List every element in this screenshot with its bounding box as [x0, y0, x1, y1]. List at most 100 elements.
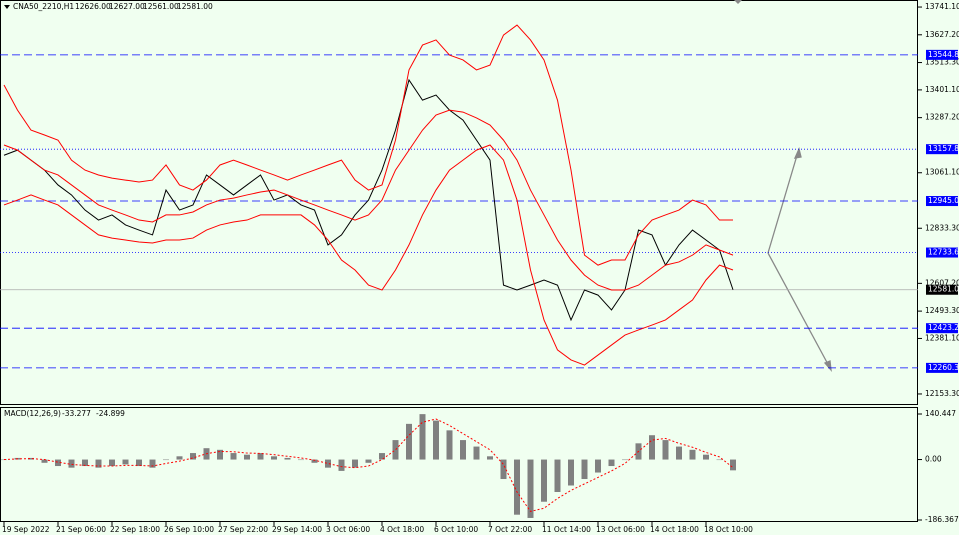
shift-marker	[734, 0, 742, 4]
macd-bar	[676, 446, 682, 460]
macd-bar	[419, 414, 426, 460]
macd-bar	[55, 459, 61, 467]
macd-bar	[541, 459, 547, 502]
macd-bar	[149, 459, 156, 468]
macd-bar	[527, 459, 534, 518]
macd-bar	[28, 457, 34, 460]
macd-bar	[365, 459, 372, 463]
macd-title: MACD(12,26,9)	[4, 409, 61, 418]
price-line	[3, 78, 734, 322]
macd-bar	[554, 459, 561, 492]
x-tick-label: 22 Sep 18:00	[110, 525, 160, 534]
price-level-label: 13157.84	[928, 144, 959, 153]
macd-value: -33.277	[62, 409, 91, 418]
main-frame	[0, 0, 918, 405]
price-level-box	[926, 49, 958, 60]
price-level-label: 12733.68	[928, 248, 959, 257]
ohlc-value: 12561.00	[143, 2, 179, 11]
y-tick-label: 13287.20	[925, 113, 959, 122]
macd-bar	[514, 459, 520, 515]
y-tick-label: 13741.10	[925, 2, 959, 11]
bollinger-band	[3, 144, 734, 366]
macd-signal	[3, 418, 734, 513]
macd-bar	[41, 459, 48, 463]
y-tick-label: 12833.30	[925, 223, 959, 232]
x-tick-label: 7 Oct 22:00	[488, 525, 532, 534]
macd-bar	[68, 459, 75, 468]
price-level-box	[926, 144, 958, 155]
macd-bar	[1, 459, 7, 461]
macd-bar	[257, 453, 264, 460]
y-tick-label: 12607.20	[925, 278, 959, 287]
ohlc-value: 12626.00	[75, 2, 111, 11]
price-level-box	[926, 362, 958, 373]
macd-bar	[95, 459, 102, 468]
macd-bar	[82, 459, 88, 467]
macd-bar	[136, 459, 142, 467]
macd-bar	[568, 459, 574, 486]
x-tick-label: 4 Oct 18:00	[380, 525, 424, 534]
y-tick-label: 0.00	[925, 455, 942, 464]
y-tick-label: 12381.10	[925, 333, 959, 342]
macd-bar	[581, 459, 588, 480]
macd-bar	[730, 459, 736, 471]
price-level-label: 13544.84	[928, 50, 959, 59]
macd-bar	[217, 449, 223, 460]
macd-bar	[325, 459, 331, 468]
y-tick-label: 13061.10	[925, 168, 959, 177]
macd-bar	[244, 454, 250, 460]
y-tick-label: 13401.10	[925, 85, 959, 94]
macd-bar	[608, 459, 615, 467]
macd-bar	[271, 456, 277, 460]
x-tick-label: 27 Sep 22:00	[218, 525, 268, 534]
macd-bar	[190, 453, 196, 460]
macd-bar	[122, 459, 129, 465]
symbol-title: CNA50_2210,H1	[13, 2, 74, 11]
x-tick-label: 3 Oct 06:00	[326, 525, 370, 534]
macd-bar	[109, 459, 115, 467]
price-level-box	[926, 284, 958, 295]
x-tick-label: 13 Oct 06:00	[596, 525, 645, 534]
macd-bar	[500, 459, 507, 480]
x-tick-label: 14 Oct 18:00	[650, 525, 699, 534]
x-tick-label: 19 Sep 2022	[2, 525, 50, 534]
y-tick-label: 13513.30	[925, 58, 959, 67]
price-level-box	[926, 323, 958, 334]
x-tick-label: 6 Oct 10:00	[434, 525, 478, 534]
y-tick-label: 13627.20	[925, 30, 959, 39]
price-level-label: 12423.20	[928, 323, 959, 332]
forecast-arrows	[767, 147, 832, 373]
macd-bar	[284, 457, 291, 460]
macd-bar	[446, 430, 453, 460]
bollinger-band	[3, 109, 734, 291]
x-tick-label: 18 Oct 10:00	[704, 525, 753, 534]
price-level-label: 12581.00	[928, 285, 959, 294]
macd-bar	[379, 453, 385, 460]
price-level-box	[926, 247, 958, 258]
ohlc-value: 12627.00	[109, 2, 145, 11]
y-tick-label: 12493.30	[925, 306, 959, 315]
macd-bar	[473, 446, 480, 460]
macd-bar	[338, 459, 345, 471]
macd-frame	[0, 407, 918, 522]
macd-bar	[460, 440, 466, 460]
price-level-box	[926, 196, 958, 207]
macd-bar	[230, 453, 237, 460]
macd-bar	[649, 435, 655, 460]
ohlc-value: 12581.00	[177, 2, 213, 11]
price-level-label: 12260.31	[928, 363, 959, 372]
macd-bar	[352, 459, 358, 468]
macd-bar	[662, 440, 669, 460]
macd-bar	[406, 423, 412, 460]
macd-bar	[622, 459, 628, 461]
x-tick-label: 21 Sep 06:00	[56, 525, 106, 534]
y-tick-label: 140.447	[925, 409, 956, 418]
macd-bar	[311, 459, 318, 463]
macd-bar	[392, 440, 399, 460]
price-level-label: 12945.04	[928, 196, 959, 205]
macd-bar	[689, 449, 696, 460]
macd-bar	[716, 459, 723, 461]
